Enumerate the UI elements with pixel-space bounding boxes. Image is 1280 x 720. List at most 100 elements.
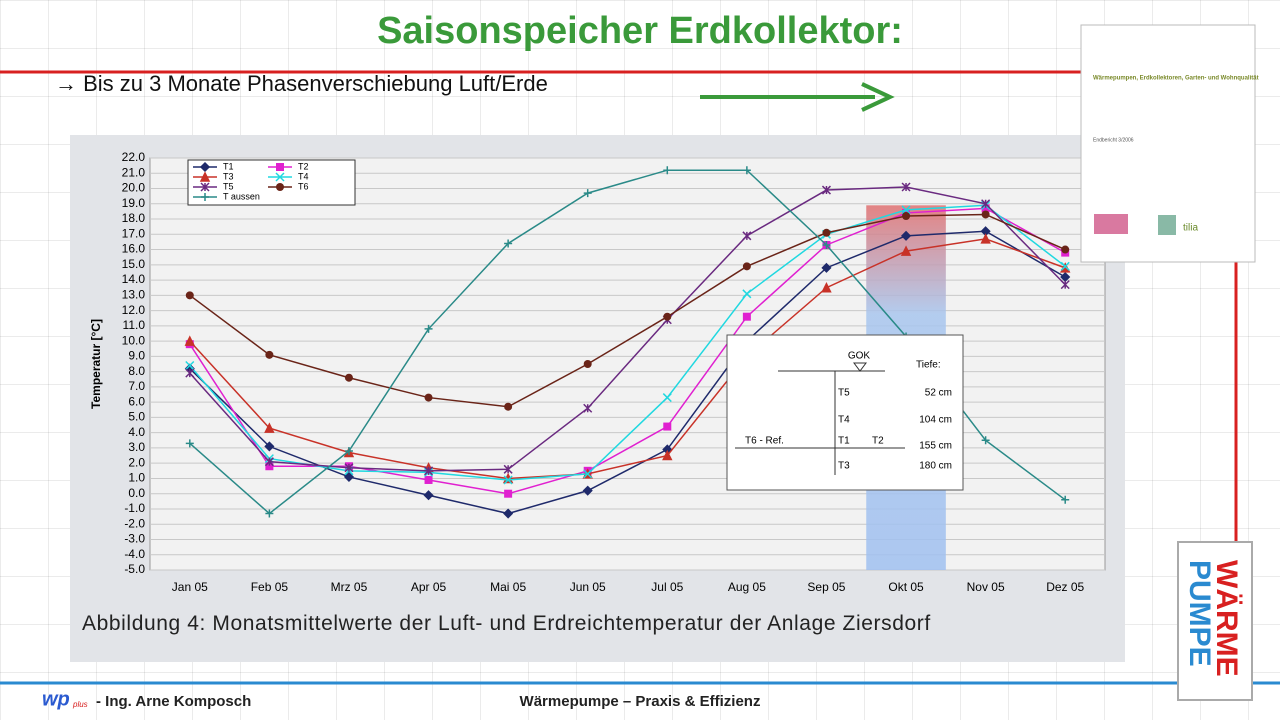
y-tick-label: 15.0 xyxy=(122,257,146,271)
marker xyxy=(344,446,353,455)
line xyxy=(189,213,1066,408)
marker xyxy=(583,189,592,198)
x-tick-label: Dez 05 xyxy=(1046,580,1084,594)
thumbnail: Wärmepumpen, Erdkollektoren, Garten- und… xyxy=(1080,24,1259,263)
series xyxy=(185,182,1070,476)
y-tick-label: 1.0 xyxy=(128,471,145,485)
x-tick-label: Jan 05 xyxy=(172,580,208,594)
x-tick-label: Jun 05 xyxy=(570,580,606,594)
marker xyxy=(344,463,354,473)
marker xyxy=(423,490,434,501)
inset-label: Tiefe: xyxy=(916,360,941,371)
thumb-logo: tilia xyxy=(1183,223,1198,234)
x-tick-label: Aug 05 xyxy=(728,580,766,594)
y-axis-label: Temperatur [°C] xyxy=(89,319,103,409)
x-tick-label: Nov 05 xyxy=(967,580,1005,594)
y-tick-label: 3.0 xyxy=(128,440,145,454)
x-tick-label: Feb 05 xyxy=(251,580,289,594)
footer-author: - Ing. Arne Komposch xyxy=(96,693,251,710)
y-tick-label: 20.0 xyxy=(122,181,146,195)
line xyxy=(189,230,1066,515)
y-tick-label: 14.0 xyxy=(122,272,146,286)
legend-marker xyxy=(200,182,210,192)
y-tick-label: -5.0 xyxy=(124,562,145,576)
marker xyxy=(265,462,274,471)
inset-label: T5 xyxy=(838,388,850,399)
y-tick-label: -4.0 xyxy=(124,547,145,561)
marker xyxy=(1060,280,1070,290)
legend-label: T6 xyxy=(298,181,309,191)
marker xyxy=(504,489,513,498)
marker xyxy=(583,403,593,413)
legend-marker xyxy=(275,172,285,182)
y-tick-label: 8.0 xyxy=(128,364,145,378)
y-tick-label: 19.0 xyxy=(122,196,146,210)
marker xyxy=(663,166,672,175)
legend-label: T2 xyxy=(298,161,309,171)
footer-brand-sub: plus xyxy=(72,700,88,709)
marker xyxy=(981,210,990,219)
marker xyxy=(424,466,434,476)
legend-label: T3 xyxy=(223,171,234,181)
inset-label: T2 xyxy=(872,436,884,447)
y-tick-label: 18.0 xyxy=(122,211,146,225)
marker xyxy=(582,485,593,496)
marker xyxy=(1061,245,1070,254)
marker xyxy=(344,373,353,382)
marker xyxy=(185,368,195,378)
x-tick-label: Mai 05 xyxy=(490,580,526,594)
logo-text: WÄRME xyxy=(1210,560,1243,677)
marker xyxy=(264,457,274,467)
marker xyxy=(900,245,912,256)
legend-label: T4 xyxy=(298,171,309,181)
legend-marker xyxy=(199,171,211,182)
legend-marker xyxy=(276,183,284,191)
series xyxy=(185,210,1070,411)
marker xyxy=(343,471,355,482)
marker xyxy=(742,231,752,241)
line xyxy=(189,186,1066,472)
marker xyxy=(821,185,831,195)
marker xyxy=(503,475,513,485)
y-tick-label: 7.0 xyxy=(128,379,145,393)
marker xyxy=(264,422,275,433)
thumb-title: Wärmepumpen, Erdkollektoren, Garten- und… xyxy=(1093,76,1259,82)
marker xyxy=(981,436,990,445)
marker xyxy=(822,228,831,237)
marker xyxy=(424,475,433,484)
legend-label: T aussen xyxy=(223,191,260,201)
marker xyxy=(185,291,194,300)
y-tick-label: 11.0 xyxy=(123,318,146,332)
marker xyxy=(184,335,196,346)
y-tick-label: 21.0 xyxy=(122,165,146,179)
marker xyxy=(901,205,911,215)
y-tick-label: 16.0 xyxy=(122,242,146,256)
legend-marker xyxy=(276,163,284,171)
marker xyxy=(264,441,275,452)
inset-label: 155 cm xyxy=(919,441,952,452)
y-tick-label: 2.0 xyxy=(128,455,145,469)
y-tick-label: 12.0 xyxy=(122,303,146,317)
marker xyxy=(583,469,593,479)
marker xyxy=(901,182,911,192)
y-tick-label: -3.0 xyxy=(124,532,145,546)
marker xyxy=(662,449,673,461)
marker xyxy=(821,262,832,273)
marker xyxy=(185,439,194,448)
x-tick-label: Sep 05 xyxy=(807,580,845,594)
line xyxy=(189,238,1066,480)
marker xyxy=(1061,495,1070,504)
y-tick-label: 17.0 xyxy=(122,226,146,240)
marker xyxy=(663,422,672,431)
footer-brand: wp xyxy=(42,688,70,710)
marker xyxy=(1060,261,1070,271)
arrow xyxy=(700,82,895,112)
marker xyxy=(900,230,912,241)
marker xyxy=(742,312,751,321)
series xyxy=(184,233,1071,484)
marker xyxy=(583,360,592,368)
marker xyxy=(265,350,274,359)
marker xyxy=(902,211,911,220)
marker xyxy=(822,240,831,249)
